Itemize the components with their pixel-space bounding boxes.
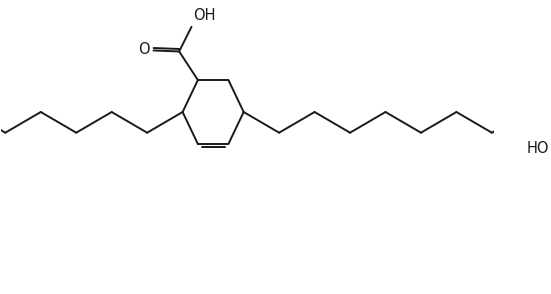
Text: HO: HO xyxy=(527,141,549,156)
Text: OH: OH xyxy=(193,9,216,24)
Text: O: O xyxy=(138,42,150,58)
